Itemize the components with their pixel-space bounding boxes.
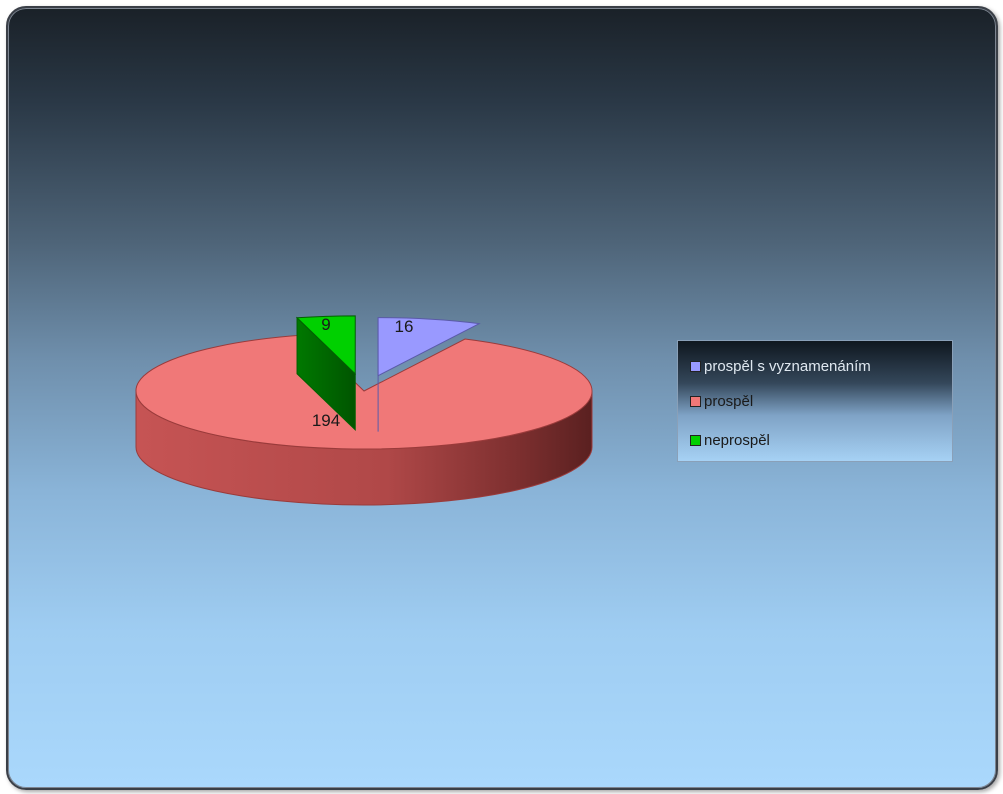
legend-item-prospel: prospěl bbox=[690, 390, 753, 412]
legend-label: neprospěl bbox=[704, 431, 770, 449]
pie-slice-neprospel bbox=[295, 315, 356, 432]
legend-label: prospěl bbox=[704, 392, 754, 410]
data-label-prospel: 194 bbox=[312, 411, 340, 430]
legend-swatch bbox=[690, 434, 701, 446]
legend-swatch bbox=[690, 395, 701, 407]
legend-item-neprospel: neprospěl bbox=[690, 429, 770, 451]
legend-label: prospěl s vyznamenáním bbox=[704, 357, 871, 375]
chart-area: 16 194 9 prospěl s vyznamenáním prospěl nepr… bbox=[6, 6, 998, 790]
data-label-neprospel: 9 bbox=[321, 315, 330, 334]
legend-swatch bbox=[690, 360, 701, 372]
legend: prospěl s vyznamenáním prospěl neprospěl bbox=[677, 340, 953, 462]
pie-chart: 16 194 9 bbox=[135, 315, 593, 506]
pie-slice-prospel bbox=[135, 334, 593, 506]
pie-slice-prospel-top bbox=[135, 334, 593, 450]
pie-slice-neprospel-top bbox=[295, 315, 356, 376]
legend-item-prospel-s-vyznamenanim: prospěl s vyznamenáním bbox=[690, 355, 871, 377]
pie-slice-prospel-s-vyznamenanim-top bbox=[377, 317, 481, 377]
data-label-prospel-s-vyznamenanim: 16 bbox=[395, 317, 414, 336]
pie-slice-prospel-s-vyznamenanim bbox=[377, 317, 481, 432]
